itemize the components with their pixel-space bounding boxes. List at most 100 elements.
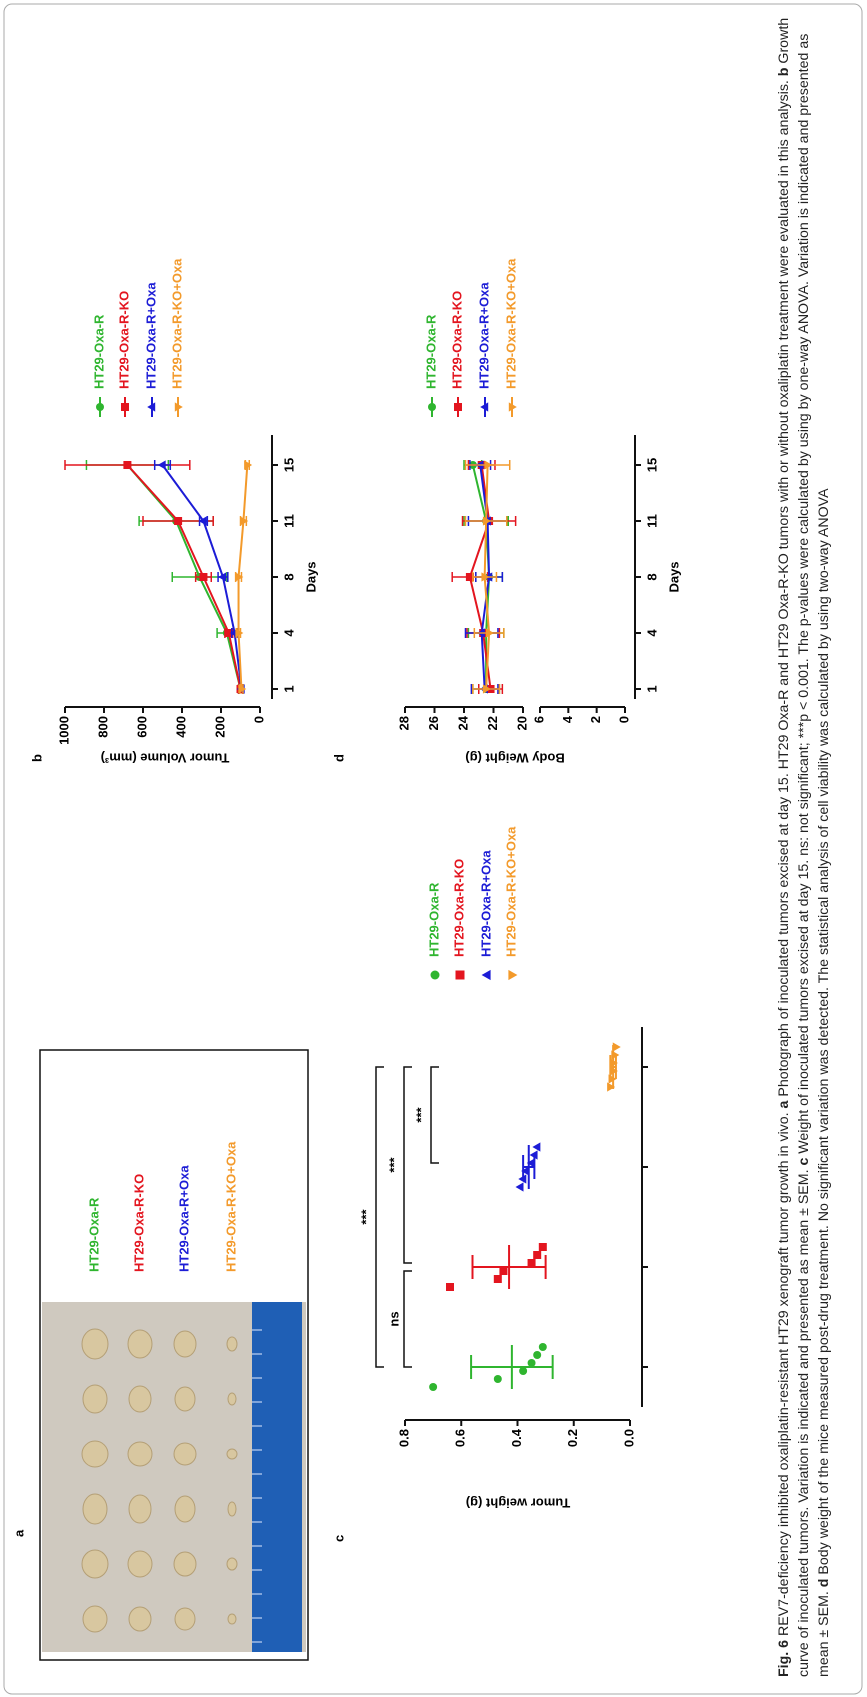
significance-bracket — [403, 1066, 412, 1264]
tumor — [227, 1613, 237, 1625]
tumor — [81, 1549, 109, 1579]
legend-marker — [454, 403, 462, 411]
caption-panel-ref: b — [776, 67, 792, 77]
x-tick-label: 15 — [281, 458, 296, 472]
marker — [198, 516, 207, 526]
tumor — [81, 1440, 109, 1468]
panel-label: d — [331, 754, 346, 762]
legend-label: HT29-Oxa-R-KO — [451, 859, 466, 957]
x-tick-label: 1 — [281, 685, 296, 692]
y-tick-label: 6 — [531, 716, 546, 723]
y-tick-label: 400 — [173, 716, 188, 738]
marker — [521, 1166, 530, 1176]
significance-bracket — [403, 1270, 412, 1368]
tumor — [82, 1493, 108, 1525]
marker — [224, 629, 233, 637]
legend-label: HT29-Oxa-R-KO+Oxa — [169, 258, 184, 389]
panel-label: c — [331, 1535, 346, 1542]
x-tick-label: 11 — [644, 514, 659, 528]
tumor — [226, 1448, 238, 1460]
marker — [607, 1082, 616, 1092]
marker — [532, 1142, 541, 1152]
y-tick-label: 800 — [95, 716, 110, 738]
legend-marker — [430, 970, 440, 980]
tumor — [127, 1550, 153, 1578]
marker — [238, 684, 247, 694]
marker — [515, 1182, 524, 1192]
marker — [240, 516, 249, 526]
tumor — [174, 1386, 196, 1412]
significance-bracket — [430, 1066, 439, 1164]
y-tick-label: 0.4 — [509, 1428, 524, 1447]
tumor — [226, 1557, 238, 1571]
marker — [533, 1351, 542, 1359]
tumor — [174, 1495, 196, 1523]
legend-label: HT29-Oxa-R — [426, 882, 441, 957]
panel-label: b — [29, 754, 44, 762]
marker — [493, 1275, 502, 1283]
legend-label: HT29-Oxa-R-KO — [449, 291, 464, 389]
legend-marker — [147, 402, 156, 412]
tumor — [81, 1328, 109, 1360]
caption-panel-ref: c — [796, 1157, 812, 1166]
marker — [235, 572, 244, 582]
significance-label: *** — [358, 1208, 373, 1224]
x-axis-title: Days — [303, 561, 318, 592]
y-tick-label: 26 — [426, 716, 441, 730]
marker — [482, 516, 491, 526]
legend-label: HT29-Oxa-R-KO+Oxa — [503, 826, 518, 957]
tumor — [173, 1330, 197, 1358]
y-tick-label: 4 — [560, 715, 575, 723]
tumor — [226, 1336, 238, 1352]
tumor — [127, 1441, 153, 1467]
significance-label: ns — [386, 1311, 401, 1326]
caption-text: Photograph of inoculated tumors excised … — [776, 76, 792, 1101]
y-tick-label: 0.8 — [396, 1429, 411, 1447]
marker — [519, 1367, 528, 1375]
legend-marker — [481, 969, 491, 981]
tumor — [173, 1551, 197, 1577]
legend-label: HT29-Oxa-R+Oxa — [476, 282, 491, 389]
x-tick-label: 8 — [644, 573, 659, 580]
marker — [527, 1359, 536, 1367]
legend-marker — [428, 403, 436, 411]
y-axis-title: Body Weight (g) — [465, 751, 564, 766]
y-tick-label: 200 — [212, 716, 227, 738]
caption-label: Fig. 6 — [776, 1639, 792, 1677]
marker — [235, 628, 244, 638]
marker — [123, 461, 132, 469]
marker — [493, 1375, 502, 1383]
tumor — [227, 1501, 237, 1517]
legend-label: HT29-Oxa-R-KO+Oxa — [503, 258, 518, 389]
photo-label: HT29-Oxa-R-KO — [131, 1174, 146, 1272]
marker — [538, 1243, 547, 1251]
tumor — [128, 1494, 152, 1524]
x-tick-label: 8 — [281, 573, 296, 580]
legend-marker — [121, 403, 129, 411]
marker — [157, 460, 166, 470]
marker — [218, 572, 227, 582]
x-axis-title: Days — [666, 561, 681, 592]
legend-marker — [480, 402, 489, 412]
caption-text: REV7-deficiency inhibited oxaliplatin-re… — [776, 1108, 792, 1640]
marker — [482, 684, 491, 694]
marker — [485, 628, 494, 638]
y-tick-label: 20 — [514, 716, 529, 730]
photo-label: HT29-Oxa-R-KO+Oxa — [223, 1141, 238, 1272]
significance-label: *** — [386, 1156, 401, 1172]
legend-label: HT29-Oxa-R — [423, 314, 438, 389]
marker — [533, 1251, 542, 1259]
marker — [465, 573, 474, 581]
tumor — [174, 1607, 196, 1631]
caption-panel-ref: d — [816, 1578, 832, 1588]
significance-label: *** — [413, 1106, 428, 1122]
legend-label: HT29-Oxa-R — [91, 314, 106, 389]
y-axis-title: Tumor Volume (mm³) — [101, 751, 230, 766]
tumor — [173, 1442, 197, 1466]
y-axis-title: Tumor weight (g) — [466, 1496, 570, 1511]
y-tick-label: 24 — [455, 715, 470, 730]
marker — [484, 460, 493, 470]
